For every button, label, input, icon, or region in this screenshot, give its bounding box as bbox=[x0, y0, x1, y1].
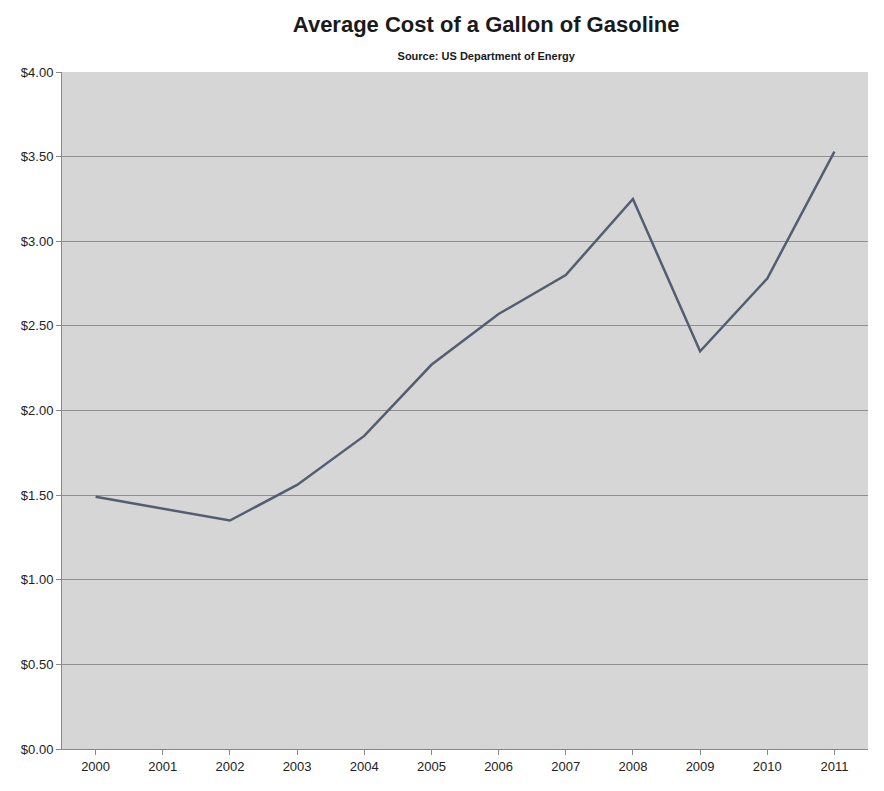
svg-text:$0.00: $0.00 bbox=[21, 742, 54, 757]
svg-text:2005: 2005 bbox=[417, 759, 446, 774]
svg-text:$0.50: $0.50 bbox=[21, 657, 54, 672]
svg-text:$1.00: $1.00 bbox=[21, 572, 54, 587]
svg-text:2010: 2010 bbox=[753, 759, 782, 774]
svg-text:2007: 2007 bbox=[551, 759, 580, 774]
svg-text:$1.50: $1.50 bbox=[21, 488, 54, 503]
svg-text:2004: 2004 bbox=[350, 759, 379, 774]
svg-text:2009: 2009 bbox=[686, 759, 715, 774]
svg-text:$3.00: $3.00 bbox=[21, 234, 54, 249]
svg-text:$3.50: $3.50 bbox=[21, 149, 54, 164]
svg-text:2008: 2008 bbox=[618, 759, 647, 774]
svg-text:$4.00: $4.00 bbox=[21, 65, 54, 80]
svg-text:2002: 2002 bbox=[215, 759, 244, 774]
svg-text:2001: 2001 bbox=[148, 759, 177, 774]
svg-text:2000: 2000 bbox=[81, 759, 110, 774]
svg-text:Average Cost of a Gallon of Ga: Average Cost of a Gallon of GasolineSour… bbox=[293, 12, 680, 63]
svg-text:2006: 2006 bbox=[484, 759, 513, 774]
svg-text:$2.00: $2.00 bbox=[21, 403, 54, 418]
svg-text:$2.50: $2.50 bbox=[21, 318, 54, 333]
svg-text:2003: 2003 bbox=[283, 759, 312, 774]
svg-text:2011: 2011 bbox=[820, 759, 848, 774]
